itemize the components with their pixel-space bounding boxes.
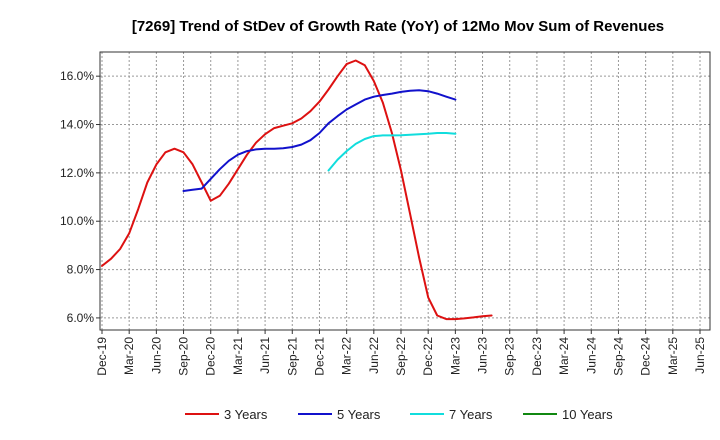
legend-label: 3 Years — [224, 407, 268, 422]
legend: 3 Years 5 Years 7 Years 10 Years — [185, 407, 613, 422]
x-tick-label: Jun-20 — [149, 337, 163, 374]
x-tick-label: Dec-24 — [639, 337, 653, 376]
plot-frame — [99, 51, 711, 331]
x-tick-label: Mar-24 — [557, 337, 571, 375]
x-tick-label: Mar-21 — [231, 337, 245, 375]
x-tick-label: Mar-20 — [122, 337, 136, 375]
x-tick-label: Dec-22 — [421, 337, 435, 376]
y-tick-label: 12.0% — [60, 166, 94, 180]
y-tick-label: 10.0% — [60, 214, 94, 228]
y-tick-label: 8.0% — [67, 263, 95, 277]
y-tick-label: 14.0% — [60, 118, 94, 132]
chart-title: [7269] Trend of StDev of Growth Rate (Yo… — [132, 18, 664, 35]
x-tick-label: Sep-23 — [503, 337, 517, 376]
x-tick-label: Jun-22 — [367, 337, 381, 374]
x-tick-label: Jun-21 — [258, 337, 272, 374]
x-tick-label: Jun-24 — [584, 337, 598, 374]
x-tick-label: Dec-23 — [530, 337, 544, 376]
x-tick-label: Jun-25 — [693, 337, 707, 374]
x-tick-label: Sep-21 — [285, 337, 299, 376]
y-tick-label: 6.0% — [67, 311, 95, 325]
x-tick-label: Mar-23 — [448, 337, 462, 375]
legend-label: 10 Years — [562, 407, 613, 422]
legend-label: 7 Years — [449, 407, 493, 422]
series-line-7-years — [327, 132, 457, 172]
series-group — [101, 59, 493, 321]
grid — [100, 52, 710, 330]
x-tick-label: Sep-22 — [394, 337, 408, 376]
x-tick-label: Dec-21 — [312, 337, 326, 376]
x-tick-label: Sep-24 — [611, 337, 625, 376]
series-line-3-years — [101, 59, 493, 321]
series-line-5-years — [182, 89, 457, 192]
x-tick-label: Mar-25 — [666, 337, 680, 375]
y-axis: 6.0% 8.0% 10.0% 12.0% 14.0% 16.0% — [60, 69, 100, 325]
y-tick-label: 16.0% — [60, 69, 94, 83]
legend-label: 5 Years — [337, 407, 381, 422]
x-tick-label: Sep-20 — [177, 337, 191, 376]
x-tick-label: Jun-23 — [476, 337, 490, 374]
x-tick-label: Dec-19 — [95, 337, 109, 376]
x-tick-label: Dec-20 — [204, 337, 218, 376]
x-axis: Dec-19 Mar-20 Jun-20 Sep-20 Dec-20 Mar-21 Jun-… — [95, 330, 707, 376]
x-tick-label: Mar-22 — [340, 337, 354, 375]
